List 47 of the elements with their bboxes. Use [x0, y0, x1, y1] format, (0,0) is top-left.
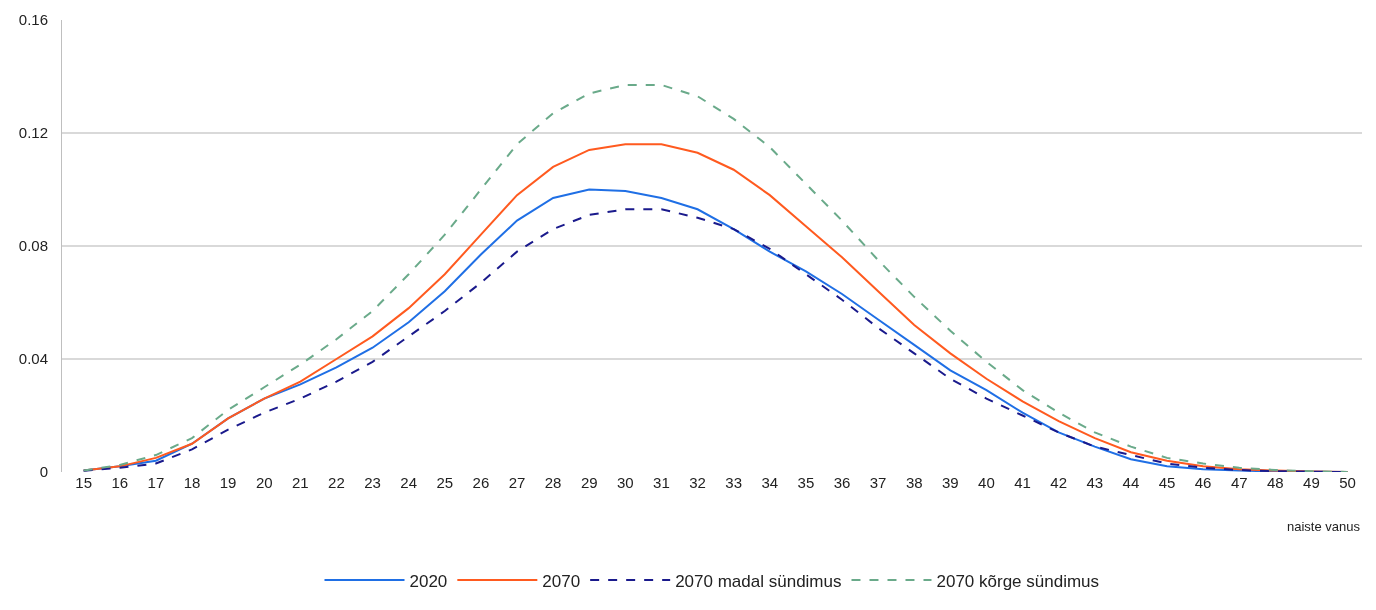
y-tick-label: 0.16: [18, 11, 48, 29]
x-tick-label: 40: [978, 474, 995, 491]
legend-label: 2070: [542, 571, 581, 591]
x-tick-label: 31: [653, 474, 670, 491]
x-tick-label: 27: [508, 474, 526, 491]
x-tick-label: 48: [1266, 474, 1284, 491]
x-tick-label: 24: [400, 474, 418, 491]
x-tick-label: 45: [1158, 474, 1176, 491]
y-tick-label: 0.12: [18, 124, 48, 142]
y-tick-label: 0.04: [18, 350, 48, 368]
x-tick-label: 42: [1050, 474, 1068, 491]
x-tick-label: 37: [869, 474, 887, 491]
x-tick-label: 26: [472, 474, 490, 491]
x-tick-label: 30: [616, 474, 634, 491]
x-tick-label: 22: [328, 474, 345, 491]
x-tick-label: 43: [1086, 474, 1104, 491]
line-series: [82, 83, 1349, 472]
x-tick-label: 35: [797, 474, 815, 491]
x-tick-label: 49: [1303, 474, 1320, 491]
x-tick-label: 47: [1230, 474, 1248, 491]
x-tick-label: 16: [111, 474, 129, 491]
x-tick-label: 19: [219, 474, 237, 491]
legend-label: 2070 madal sündimus: [675, 571, 842, 591]
y-tick-label: 0: [39, 463, 48, 481]
x-tick-label: 34: [761, 474, 779, 491]
x-tick-label: 36: [833, 474, 851, 491]
x-tick-label: 15: [75, 474, 93, 491]
x-tick-label: 21: [291, 474, 309, 491]
legend-label: 2070 kõrge sündimus: [936, 571, 1100, 591]
x-tick-label: 39: [941, 474, 959, 491]
x-tick-label: 41: [1014, 474, 1031, 491]
x-tick-label: 29: [580, 474, 598, 491]
x-tick-label: 38: [905, 474, 923, 491]
y-tick-label: 0.08: [18, 237, 48, 255]
x-tick-label: 20: [255, 474, 273, 491]
x-axis-title: naiste vanus: [1287, 519, 1361, 534]
x-tick-label: 17: [147, 474, 165, 491]
x-tick-label: 33: [725, 474, 743, 491]
x-tick-label: 18: [183, 474, 201, 491]
x-tick-label: 44: [1122, 474, 1140, 491]
x-tick-label: 46: [1194, 474, 1212, 491]
x-tick-label: 25: [436, 474, 454, 491]
x-tick-label: 50: [1339, 474, 1356, 491]
x-tick-label: 32: [689, 474, 706, 491]
legend-label: 2020: [409, 571, 448, 591]
x-tick-label: 23: [364, 474, 381, 491]
x-tick-label: 28: [544, 474, 562, 491]
